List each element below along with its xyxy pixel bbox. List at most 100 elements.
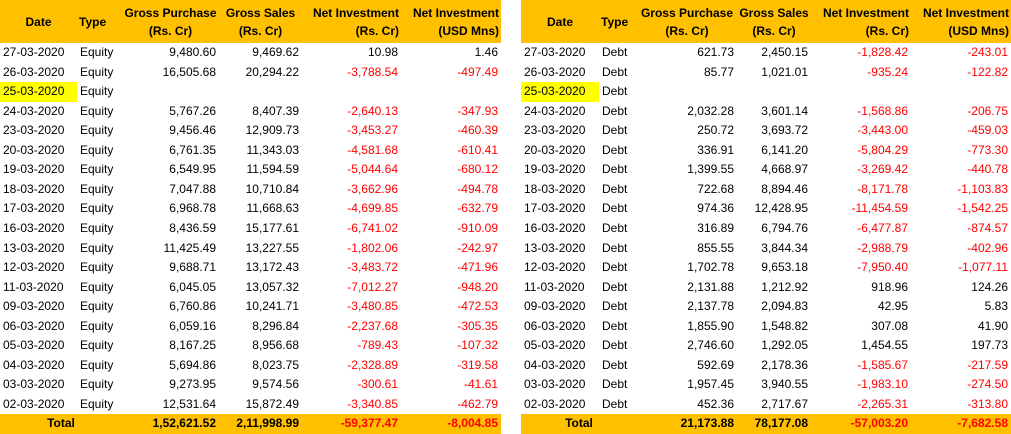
type-cell: Equity <box>80 279 114 294</box>
type-cell: Debt <box>602 45 628 60</box>
net-investment-rs-cell: -1,568.86 <box>857 103 908 118</box>
net-investment-usd-cell: -874.57 <box>967 221 1008 236</box>
table-row: 02-03-2020 Debt 452.36 2,717.67 -2,265.31 -31… <box>521 395 1011 415</box>
gross-purchase-cell: 6,549.95 <box>169 162 216 177</box>
net-investment-rs-cell: -1,802.06 <box>347 240 398 255</box>
total-gross-sales: 78,177.08 <box>737 414 811 434</box>
date-cell: 23-03-2020 <box>524 123 586 138</box>
gross-sales-cell: 4,668.97 <box>761 162 808 177</box>
net-investment-usd-cell: -1,077.11 <box>958 260 1008 275</box>
type-cell: Debt <box>602 123 628 138</box>
debt-table: Date Type Gross Purchase Gross Sales Net… <box>521 0 1011 434</box>
total-gross-purchase: 21,173.88 <box>637 414 737 434</box>
gross-purchase-cell: 11,425.49 <box>163 240 217 255</box>
gross-purchase-cell: 250.72 <box>697 123 734 138</box>
net-investment-rs-cell: -1,983.10 <box>857 377 908 392</box>
total-gross-sales: 2,11,998.99 <box>219 414 302 434</box>
header-gross-purchase: Gross Purchase <box>637 0 737 22</box>
table-row: 24-03-2020 Equity 5,767.26 8,407.39 -2,640.1… <box>0 102 501 122</box>
header-gross-sales: Gross Sales <box>219 0 302 22</box>
date-cell: 04-03-2020 <box>524 357 586 372</box>
gross-purchase-cell: 2,746.60 <box>687 338 734 353</box>
table-row: 18-03-2020 Debt 722.68 8,894.46 -8,171.78 -1,… <box>521 180 1011 200</box>
type-cell: Equity <box>80 396 114 411</box>
net-investment-rs-cell: -3,453.27 <box>347 123 398 138</box>
date-cell: 13-03-2020 <box>3 240 65 255</box>
total-net-investment-rs: -59,377.47 <box>302 414 401 434</box>
total-net-investment-usd: -7,682.58 <box>911 414 1011 434</box>
header-date: Date <box>0 0 77 44</box>
net-investment-usd-cell: -773.30 <box>967 142 1008 157</box>
table-row: 03-03-2020 Equity 9,273.95 9,574.56 -300.61 -… <box>0 375 501 395</box>
gross-purchase-cell: 7,047.88 <box>169 181 216 196</box>
date-cell: 25-03-2020 <box>0 82 77 102</box>
gross-sales-cell: 11,594.59 <box>246 162 300 177</box>
table-row: 16-03-2020 Debt 316.89 6,794.76 -6,477.87 -87… <box>521 219 1011 239</box>
net-investment-usd-cell: -471.96 <box>457 260 498 275</box>
net-investment-usd-cell: -107.32 <box>457 338 498 353</box>
date-cell: 13-03-2020 <box>524 240 586 255</box>
gross-purchase-cell: 452.36 <box>697 396 734 411</box>
net-investment-rs-cell: -4,699.85 <box>347 201 398 216</box>
date-cell: 24-03-2020 <box>3 103 65 118</box>
gross-sales-cell: 10,710.84 <box>245 181 299 196</box>
gross-purchase-cell: 621.73 <box>697 45 734 60</box>
net-investment-usd-cell: -402.96 <box>967 240 1008 255</box>
date-cell: 05-03-2020 <box>3 338 65 353</box>
gross-sales-cell: 1,292.05 <box>761 338 808 353</box>
net-investment-usd-cell: -217.59 <box>967 357 1008 372</box>
net-investment-usd-cell: -305.35 <box>457 318 498 333</box>
gross-purchase-cell: 6,045.05 <box>169 279 216 294</box>
table-row: 20-03-2020 Equity 6,761.35 11,343.03 -4,581.… <box>0 141 501 161</box>
header-type: Type <box>77 0 122 44</box>
date-cell: 11-03-2020 <box>3 279 64 294</box>
table-row: 27-03-2020 Debt 621.73 2,450.15 -1,828.42 -24… <box>521 43 1011 63</box>
type-cell: Equity <box>80 84 114 99</box>
date-cell: 02-03-2020 <box>524 396 586 411</box>
gross-sales-cell: 2,450.15 <box>761 45 808 60</box>
net-investment-rs-cell: -7,950.40 <box>857 260 908 275</box>
type-cell: Debt <box>602 103 628 118</box>
net-investment-usd-cell: -242.97 <box>457 240 498 255</box>
net-investment-rs-cell: -935.24 <box>867 64 908 79</box>
date-cell: 02-03-2020 <box>3 396 65 411</box>
net-investment-rs-cell: -8,171.78 <box>857 181 908 196</box>
net-investment-rs-cell: 1,454.55 <box>861 338 908 353</box>
net-investment-rs-cell: -2,265.31 <box>857 396 908 411</box>
net-investment-rs-cell: -5,804.29 <box>857 142 908 157</box>
date-cell: 19-03-2020 <box>3 162 65 177</box>
net-investment-rs-cell: -4,581.68 <box>347 142 398 157</box>
net-investment-rs-cell: -5,044.64 <box>347 162 398 177</box>
net-investment-usd-cell: -274.50 <box>967 377 1008 392</box>
table-row: 26-03-2020 Equity 16,505.68 20,294.22 -3,788… <box>0 63 501 83</box>
gross-sales-cell <box>737 82 811 102</box>
header-gross-sales: Gross Sales <box>737 0 811 22</box>
net-investment-rs-cell: -1,828.42 <box>857 45 908 60</box>
net-investment-rs-cell: 307.08 <box>871 318 908 333</box>
table-row: 24-03-2020 Debt 2,032.28 3,601.14 -1,568.86 -… <box>521 102 1011 122</box>
net-investment-rs-cell: -3,443.00 <box>857 123 908 138</box>
type-cell: Debt <box>602 260 628 275</box>
net-investment-usd-cell <box>911 82 1011 102</box>
date-cell: 20-03-2020 <box>3 142 65 157</box>
type-cell: Equity <box>80 123 114 138</box>
type-cell: Equity <box>80 103 114 118</box>
total-row: Total 1,52,621.52 2,11,998.99 -59,377.47… <box>0 414 501 434</box>
table-row: 25-03-2020 Debt <box>521 82 1011 102</box>
net-investment-rs-cell: -1,585.67 <box>857 357 908 372</box>
header-net-investment-rs: Net Investment <box>302 0 401 22</box>
net-investment-rs-cell: -300.61 <box>357 377 398 392</box>
net-investment-rs-cell: -6,741.02 <box>347 221 398 236</box>
type-cell: Debt <box>602 64 628 79</box>
date-cell: 16-03-2020 <box>3 221 65 236</box>
total-net-investment-rs: -57,003.20 <box>811 414 911 434</box>
net-investment-rs-cell: -3,480.85 <box>347 299 398 314</box>
net-investment-usd-cell: 1.46 <box>474 45 498 60</box>
header-net-investment-rs-unit: (Rs. Cr) <box>302 21 401 44</box>
gross-sales-cell: 1,021.01 <box>761 64 808 79</box>
total-net-investment-usd: -8,004.85 <box>401 414 501 434</box>
gross-sales-cell: 8,407.39 <box>252 103 299 118</box>
gross-sales-cell: 3,844.34 <box>761 240 808 255</box>
table-row: 05-03-2020 Debt 2,746.60 1,292.05 1,454.55 19… <box>521 336 1011 356</box>
header-type: Type <box>599 0 637 44</box>
